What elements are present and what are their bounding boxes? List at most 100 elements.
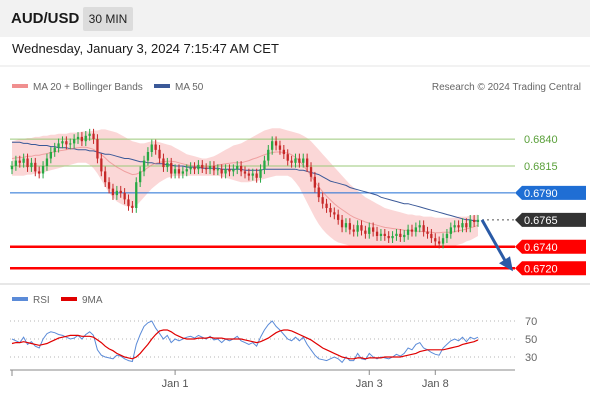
- candle-body: [197, 164, 200, 170]
- candle-body: [224, 169, 227, 174]
- level-0-6790-label: 0.6790: [524, 188, 558, 200]
- candle-body: [173, 169, 177, 174]
- level-0-6740-label: 0.6740: [524, 242, 558, 254]
- candle-body: [395, 233, 398, 236]
- candle-body: [430, 233, 433, 239]
- candle-body: [185, 169, 188, 172]
- candle-body: [181, 171, 184, 174]
- candle-body: [45, 158, 49, 166]
- candle-body: [142, 160, 146, 172]
- candle-body: [473, 219, 476, 222]
- candle-body: [461, 223, 464, 228]
- candle-body: [247, 173, 250, 176]
- x-tick-label: Jan 8: [422, 378, 449, 390]
- candle-body: [387, 236, 390, 239]
- candle-body: [162, 158, 165, 168]
- candle-body: [212, 166, 216, 171]
- candle-body: [107, 182, 111, 189]
- legend: MA 20 + Bollinger Bands MA 50 Research ©…: [12, 82, 581, 93]
- candle-body: [26, 158, 29, 168]
- candle-body: [426, 231, 429, 234]
- candle-body: [306, 158, 309, 168]
- candle-body: [414, 227, 417, 232]
- candle-body: [166, 162, 169, 168]
- candle-body: [100, 158, 103, 172]
- candle-body: [344, 223, 348, 228]
- candle-body: [263, 160, 266, 170]
- ma20-legend-label: MA 20 + Bollinger Bands: [33, 82, 143, 93]
- candle-body: [271, 141, 274, 150]
- level-0-6840-label: 0.6840: [524, 134, 558, 146]
- candle-body: [274, 141, 278, 146]
- candle-body: [236, 166, 239, 170]
- rsi-legend-label: RSI: [33, 295, 50, 306]
- candle-body: [139, 171, 142, 183]
- candle-body: [286, 154, 289, 161]
- candle-body: [208, 166, 212, 170]
- candle-body: [127, 199, 130, 206]
- candle-body: [302, 158, 305, 163]
- candle-body: [418, 225, 421, 228]
- candle-body: [57, 143, 60, 148]
- candle-body: [69, 143, 72, 145]
- candle-body: [465, 223, 468, 228]
- candle-body: [410, 229, 414, 232]
- projection-arrow-shaft: [480, 219, 508, 264]
- candle-body: [375, 231, 379, 236]
- candle-body: [111, 188, 115, 196]
- candle-body: [399, 233, 402, 237]
- time-axis: Jan 1 Jan 3 Jan 8: [11, 370, 449, 390]
- candle-body: [61, 141, 64, 144]
- candles: [10, 128, 480, 249]
- candle-body: [10, 166, 14, 170]
- rsi-legend: RSI 9MA: [12, 295, 103, 306]
- candle-body: [34, 162, 37, 172]
- candle-body: [65, 141, 68, 145]
- candle-body: [232, 169, 235, 172]
- candle-body: [438, 241, 441, 244]
- candle-body: [313, 176, 316, 188]
- candle-body: [368, 227, 371, 234]
- ma20-legend-swatch: [12, 84, 28, 88]
- symbol-title: AUD/USD: [11, 10, 80, 27]
- x-tick-label: Jan 3: [356, 378, 383, 390]
- credit-label: Research © 2024 Trading Central: [432, 82, 581, 93]
- rsi-ma-legend-label: 9MA: [82, 295, 103, 306]
- candle-body: [135, 182, 138, 208]
- timeframe-button[interactable]: 30 MIN: [83, 7, 133, 31]
- candle-body: [445, 233, 449, 239]
- level-0-6790-tag: [515, 185, 586, 200]
- ma50-legend-label: MA 50: [175, 82, 204, 93]
- candle-body: [434, 238, 437, 242]
- candle-body: [154, 144, 157, 150]
- candle-body: [457, 225, 460, 228]
- candle-body: [372, 227, 375, 232]
- candle-body: [356, 225, 359, 232]
- candle-body: [290, 160, 293, 163]
- candle-body: [88, 133, 91, 136]
- candle-body: [170, 162, 173, 174]
- candle-body: [228, 169, 231, 172]
- candle-body: [453, 225, 456, 228]
- candle-body: [38, 171, 41, 174]
- ma50-legend-swatch: [154, 84, 170, 88]
- candle-body: [379, 233, 383, 236]
- candle-body: [73, 139, 76, 144]
- rsi-legend-swatch: [12, 297, 28, 301]
- timestamp-label: Wednesday, January 3, 2024 7:15:47 AM CE…: [12, 41, 279, 56]
- candle-body: [14, 160, 17, 166]
- candle-body: [321, 197, 324, 204]
- candle-body: [422, 225, 425, 232]
- candle-body: [84, 135, 87, 142]
- level-0-6765-label: 0.6765: [524, 215, 558, 227]
- rsi-tick-30: 30: [525, 352, 537, 364]
- candle-body: [469, 219, 472, 228]
- candle-body: [76, 136, 80, 140]
- candle-body: [115, 190, 118, 196]
- candle-body: [391, 236, 394, 239]
- candle-body: [267, 149, 270, 161]
- candle-body: [216, 169, 219, 171]
- candle-body: [96, 139, 99, 159]
- candle-body: [150, 144, 153, 152]
